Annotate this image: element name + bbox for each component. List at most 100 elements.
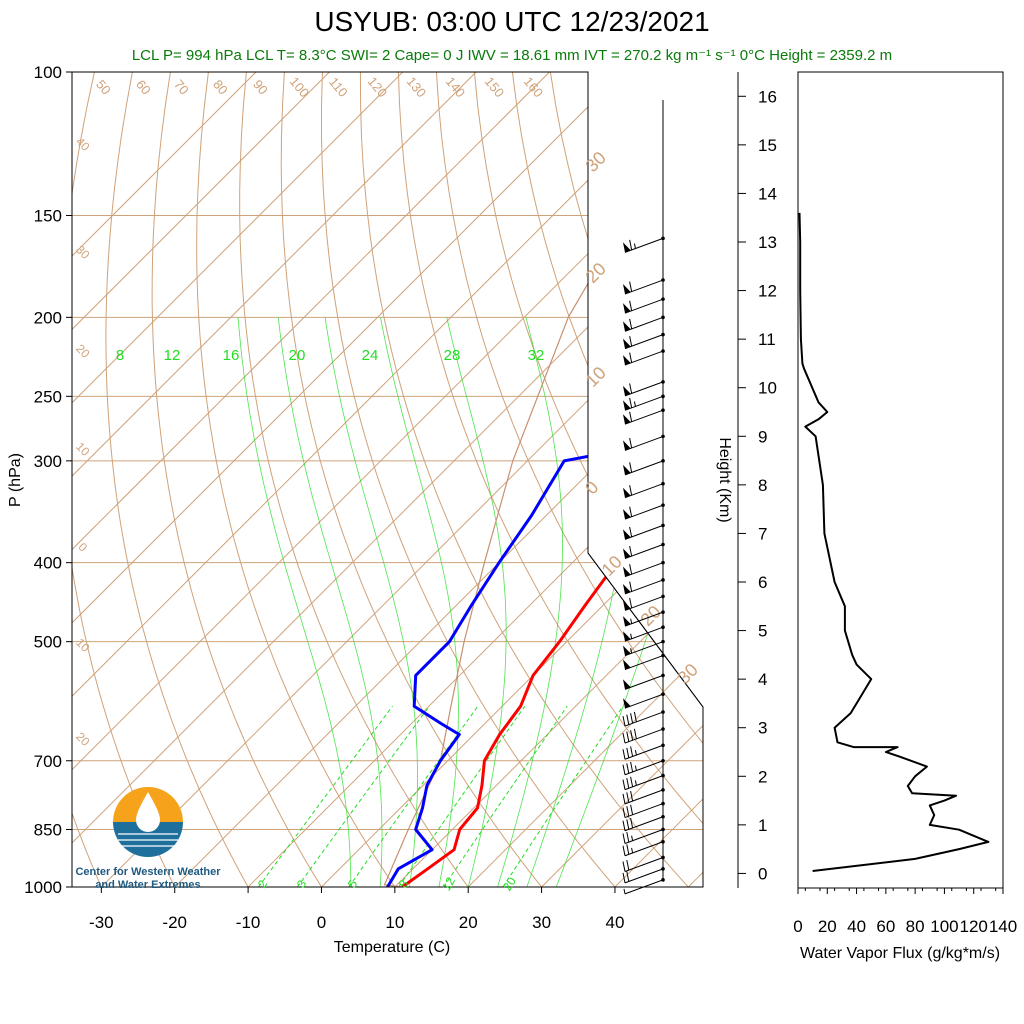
pressure-tick-label: 200 <box>34 308 62 327</box>
wind-barb-flag <box>623 338 631 349</box>
temperature-tick-label: 20 <box>459 913 478 932</box>
mixing-ratio-label: 2 <box>255 877 271 890</box>
dry-adiabat <box>741 72 1024 904</box>
wind-barb-full <box>629 581 633 592</box>
dry-adiabat <box>931 72 1024 904</box>
height-tick-label: 8 <box>758 476 767 495</box>
pressure-tick-label: 100 <box>34 63 62 82</box>
wind-barb-flag <box>623 464 631 475</box>
moist-adiabat <box>380 317 459 887</box>
wind-barb <box>623 459 665 476</box>
wind-barb-flag <box>623 616 631 627</box>
dry-adiabat <box>549 72 703 887</box>
height-tick-label: 11 <box>758 330 776 349</box>
wind-barb-flag <box>623 509 631 520</box>
wind-barb-shaft <box>624 868 664 884</box>
flux-tick-label: 120 <box>960 917 988 936</box>
height-tick-label: 16 <box>758 87 777 106</box>
moist-adiabat <box>497 317 563 887</box>
moist-adiabat <box>237 317 352 887</box>
wind-barb-shaft <box>624 816 664 832</box>
isotherm-line <box>72 72 697 887</box>
pressure-tick-label: 1000 <box>24 878 62 897</box>
moist-adiabat <box>446 317 507 887</box>
height-tick-label: 3 <box>758 719 767 738</box>
wind-barb <box>623 878 665 895</box>
wind-barb-shaft <box>624 626 664 642</box>
flux-tick-label: 100 <box>930 917 958 936</box>
isotherm-line <box>762 72 1024 887</box>
dry-adiabat <box>397 72 703 887</box>
wind-barb-full <box>630 817 634 829</box>
wind-barb <box>623 542 665 559</box>
dry-adiabat <box>72 72 110 887</box>
wind-barb-full <box>622 764 626 775</box>
mixing-ratio-label: 16 <box>223 347 240 364</box>
wind-barb-full <box>622 820 626 831</box>
x-axis-label: Temperature (C) <box>334 939 450 956</box>
wind-barb-full <box>630 776 634 787</box>
sounding-parameters: LCL P= 994 hPa LCL T= 8.3°C SWI= 2 Cape=… <box>131 47 893 64</box>
mixing-ratio-line <box>398 705 526 887</box>
mixing-ratio-line <box>502 705 624 887</box>
flux-panel-frame <box>797 71 1004 889</box>
wind-barb-full <box>629 397 633 408</box>
height-tick-label: 10 <box>758 379 777 398</box>
flux-tick-label: 40 <box>847 917 866 936</box>
dry-adiabat <box>701 72 703 887</box>
height-tick-label: 12 <box>758 282 777 301</box>
pressure-tick-label: 300 <box>34 452 62 471</box>
wind-barb-full <box>626 714 630 725</box>
wind-barb <box>623 523 665 540</box>
wind-barb-shaft <box>624 579 664 595</box>
wind-barb-flag <box>623 284 631 295</box>
isotherm-label: 30 <box>582 148 610 176</box>
wind-barb-flag <box>623 242 631 253</box>
isotherm-line <box>72 72 257 887</box>
logo-text-line1: Center for Western Weather <box>75 866 221 878</box>
wind-barb-shaft <box>624 775 664 791</box>
notch-edge <box>587 552 704 708</box>
isotherm-line <box>541 72 703 887</box>
wind-barb <box>622 867 665 884</box>
wind-barb-shaft <box>624 803 664 819</box>
height-axis-label: Height (Km) <box>716 437 733 522</box>
wind-barb-shaft <box>624 829 664 844</box>
wind-barb-shaft <box>624 841 664 857</box>
wind-barb <box>622 773 665 791</box>
wind-barb-shaft <box>624 728 664 744</box>
wind-barb-shaft <box>624 595 664 611</box>
wind-barb-full <box>622 732 626 744</box>
wind-barb-shaft <box>624 435 664 451</box>
temperature-tick-label: 30 <box>532 913 551 932</box>
wind-barb-full <box>626 859 630 871</box>
isotherm-label: 10 <box>73 439 93 459</box>
wind-barb <box>622 788 665 805</box>
mixing-ratio-label: 8 <box>116 347 124 364</box>
isotherm-line <box>467 72 703 887</box>
isotherm-line <box>72 72 703 887</box>
wind-barb-shaft <box>624 316 664 332</box>
wind-barb <box>623 380 665 397</box>
wind-barb-flag <box>623 659 631 670</box>
wind-barb-full <box>626 792 630 803</box>
wind-barb-full <box>630 730 634 741</box>
pressure-tick-label: 700 <box>34 752 62 771</box>
isotherm-label: 20 <box>582 259 610 287</box>
temperature-tick-label: 10 <box>385 913 404 932</box>
isotherm-label: 20 <box>637 602 665 630</box>
dry-adiabat-label: 60 <box>133 77 154 98</box>
wind-barb-full <box>622 779 626 790</box>
logo-text-line2: and Water Extremes <box>95 879 200 891</box>
wind-barb-flag <box>623 548 631 559</box>
dry-adiabat <box>72 72 184 887</box>
moist-adiabat <box>324 317 418 887</box>
wind-barb-shaft <box>624 693 664 709</box>
pressure-tick-label: 250 <box>34 387 62 406</box>
wind-barb-shaft <box>624 789 664 805</box>
y-axis-label: P (hPa) <box>7 453 24 507</box>
wind-barb <box>623 481 665 499</box>
isotherm-line <box>394 72 703 887</box>
isotherm-line <box>72 72 477 887</box>
